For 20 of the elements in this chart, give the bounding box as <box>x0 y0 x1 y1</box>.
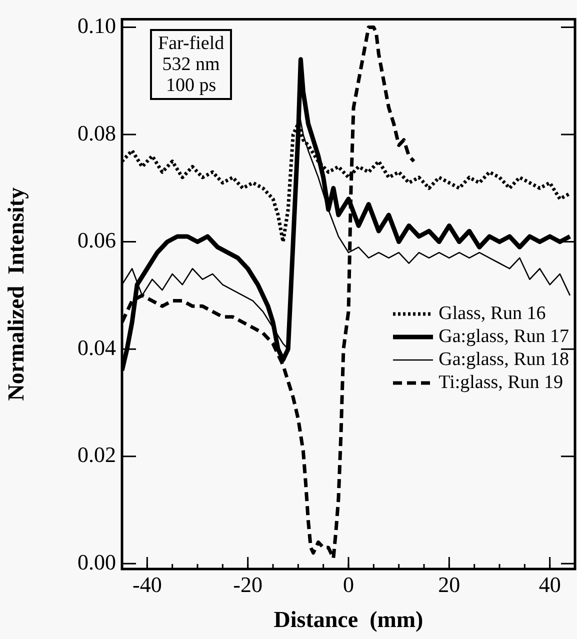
y-tick-label: 0.08 <box>78 120 116 146</box>
legend-label: Ga:glass, Run 17 <box>438 325 569 348</box>
legend-label: Ga:glass, Run 18 <box>438 348 569 371</box>
y-axis-title: Normalized Intensity <box>4 186 29 401</box>
x-tick-label: -40 <box>132 572 162 597</box>
x-tick-label: -20 <box>233 572 262 597</box>
x-tick-label: 20 <box>438 572 460 597</box>
legend-label: Glass, Run 16 <box>438 302 546 325</box>
annotation: 532 nm <box>161 54 221 76</box>
annotation: Far-field <box>158 33 224 54</box>
y-tick-label: 0.00 <box>78 549 116 574</box>
legend-label: Ti:glass, Run 19 <box>438 371 564 394</box>
x-axis-title: Distance (mm) <box>274 607 424 632</box>
y-tick-label: 0.06 <box>78 228 116 253</box>
x-tick-label: 40 <box>538 572 561 597</box>
annotation: 100 ps <box>164 75 218 96</box>
y-tick-label: 0.04 <box>78 334 116 360</box>
y-tick-label: 0.10 <box>78 13 116 38</box>
y-tick-label: 0.02 <box>78 442 116 468</box>
x-tick-label: 0 <box>343 572 354 597</box>
